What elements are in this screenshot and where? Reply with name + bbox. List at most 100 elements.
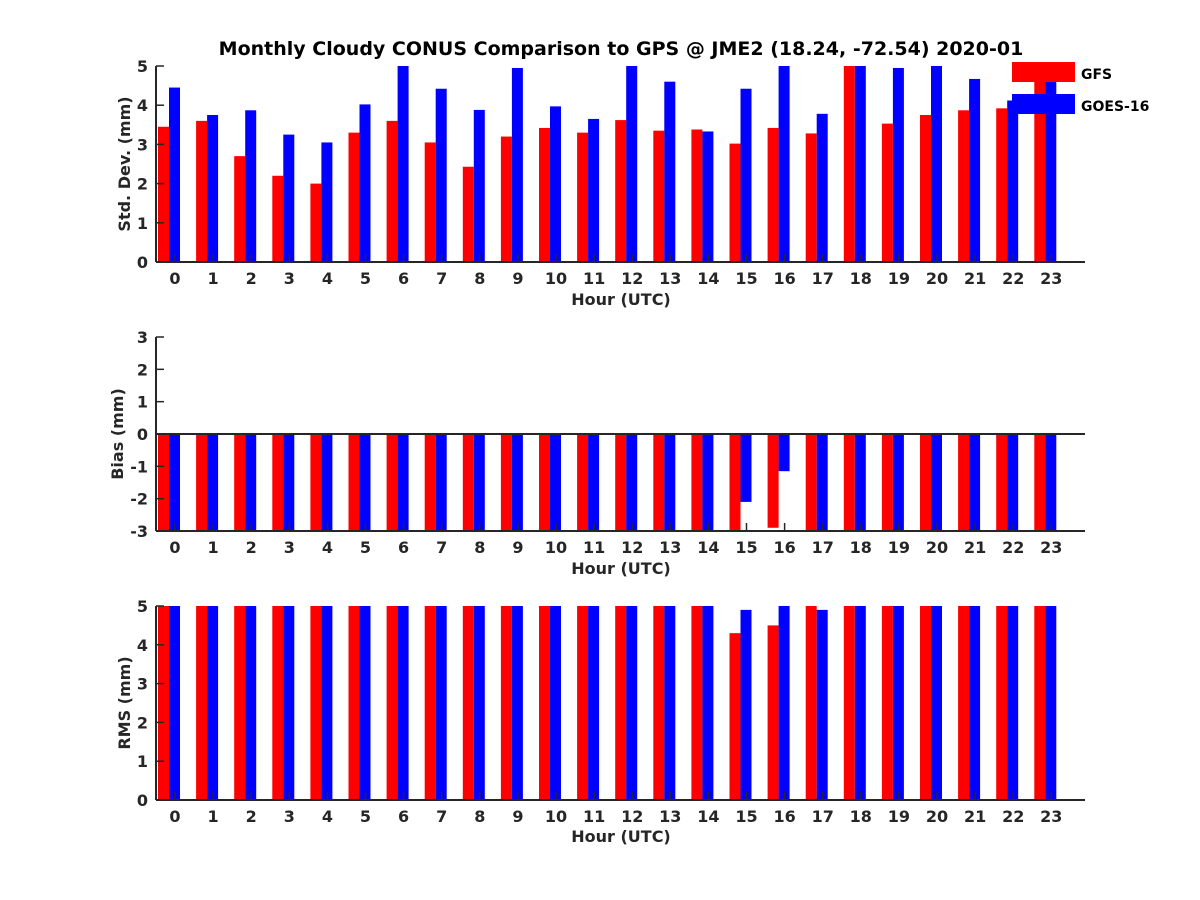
std-dev-x-tick-label: 22 bbox=[1002, 269, 1024, 288]
bias-bar-goes16-21 bbox=[969, 434, 981, 531]
rms-x-tick-label: 13 bbox=[659, 807, 681, 826]
rms-x-tick-label: 19 bbox=[888, 807, 910, 826]
bias-x-tick-label: 18 bbox=[850, 538, 872, 557]
std-dev-bars bbox=[158, 66, 1057, 263]
rms-y-tick-label: 3 bbox=[137, 675, 148, 694]
std-dev-bar-gfs-20 bbox=[920, 115, 931, 262]
std-dev-x-tick-label: 14 bbox=[697, 269, 719, 288]
std-dev-bar-gfs-6 bbox=[386, 120, 398, 262]
rms-bar-gfs-7 bbox=[424, 606, 436, 800]
std-dev-bar-goes16-4 bbox=[321, 142, 333, 262]
std-dev-bar-gfs-15 bbox=[729, 143, 741, 262]
bias-bar-goes16-11 bbox=[588, 434, 600, 531]
rms-bar-gfs-3 bbox=[272, 606, 284, 800]
rms-bar-gfs-21 bbox=[958, 606, 970, 800]
bias-x-tick-label: 9 bbox=[512, 538, 523, 557]
rms-bar-gfs-19 bbox=[881, 606, 893, 800]
bias-bar-gfs-18 bbox=[843, 434, 855, 531]
bias-y-tick-label: 1 bbox=[137, 393, 148, 412]
std-dev-bar-goes16-23 bbox=[1045, 77, 1057, 262]
rms-bar-goes16-23 bbox=[1045, 606, 1057, 800]
bias-bar-gfs-12 bbox=[615, 434, 627, 531]
bias-bar-gfs-14 bbox=[691, 434, 703, 531]
rms-bar-gfs-2 bbox=[234, 606, 246, 800]
bias-x-tick-label: 20 bbox=[926, 538, 948, 557]
std-dev-x-tick-label: 7 bbox=[436, 269, 447, 288]
rms-bar-goes16-13 bbox=[664, 606, 676, 800]
rms-bar-goes16-21 bbox=[969, 606, 981, 800]
std-dev-bar-goes16-1 bbox=[207, 115, 219, 262]
std-dev-bar-gfs-12 bbox=[615, 120, 627, 262]
bias-bar-gfs-8 bbox=[462, 434, 474, 531]
rms-y-tick-label: 1 bbox=[137, 752, 148, 771]
rms-bar-gfs-5 bbox=[348, 606, 360, 800]
rms-bar-goes16-3 bbox=[283, 606, 295, 800]
std-dev-bar-goes16-9 bbox=[511, 67, 523, 263]
bias-x-tick-label: 4 bbox=[322, 538, 333, 557]
std-dev-bar-gfs-2 bbox=[234, 156, 246, 262]
rms-bar-goes16-6 bbox=[397, 606, 409, 800]
bias-bar-goes16-23 bbox=[1045, 434, 1057, 531]
rms-x-tick-label: 9 bbox=[512, 807, 523, 826]
bias-bar-gfs-0 bbox=[158, 434, 169, 531]
bias-bar-goes16-4 bbox=[321, 434, 333, 531]
rms-bar-gfs-6 bbox=[386, 606, 398, 800]
std-dev-x-tick-label: 13 bbox=[659, 269, 681, 288]
rms-bar-goes16-7 bbox=[435, 606, 447, 800]
rms-x-tick-label: 2 bbox=[246, 807, 257, 826]
std-dev-bar-gfs-14 bbox=[691, 129, 703, 262]
bias-y-tick-label: 0 bbox=[137, 425, 148, 444]
std-dev-x-tick-label: 4 bbox=[322, 269, 333, 288]
bias-bar-gfs-2 bbox=[234, 434, 246, 531]
bias-bar-goes16-16 bbox=[778, 434, 790, 472]
rms-bar-gfs-8 bbox=[462, 606, 474, 800]
rms-bar-goes16-5 bbox=[359, 606, 371, 800]
legend: GFS GOES-16 bbox=[1012, 62, 1149, 115]
bias-bar-gfs-9 bbox=[500, 434, 512, 531]
rms-bar-gfs-10 bbox=[539, 606, 550, 800]
std-dev-y-tick-label: 5 bbox=[137, 57, 148, 76]
rms-bar-goes16-12 bbox=[626, 606, 638, 800]
bias-x-tick-label: 10 bbox=[545, 538, 567, 557]
bias-x-tick-label: 23 bbox=[1040, 538, 1062, 557]
std-dev-bar-gfs-5 bbox=[348, 132, 360, 262]
bias-bar-goes16-0 bbox=[169, 434, 180, 531]
std-dev-bar-goes16-16 bbox=[778, 66, 790, 262]
std-dev-bar-gfs-8 bbox=[462, 166, 474, 262]
std-dev-x-tick-label: 16 bbox=[773, 269, 795, 288]
std-dev-y-tick-label: 2 bbox=[137, 175, 148, 194]
rms-bar-gfs-17 bbox=[805, 606, 817, 800]
bias-bar-goes16-18 bbox=[854, 434, 866, 531]
bias-y-tick-label: -2 bbox=[130, 490, 148, 509]
bias-bar-goes16-17 bbox=[816, 434, 828, 531]
bias-bar-goes16-8 bbox=[473, 434, 485, 531]
rms-bar-gfs-11 bbox=[577, 606, 589, 800]
rms-bar-goes16-20 bbox=[931, 606, 942, 800]
bias-bar-goes16-19 bbox=[892, 434, 904, 531]
rms-bar-gfs-1 bbox=[196, 606, 208, 800]
std-dev-bar-gfs-0 bbox=[158, 126, 169, 262]
rms-x-tick-label: 20 bbox=[926, 807, 948, 826]
std-dev-x-tick-label: 19 bbox=[888, 269, 910, 288]
std-dev-x-tick-label: 10 bbox=[545, 269, 567, 288]
std-dev-x-tick-label: 20 bbox=[926, 269, 948, 288]
rms-x-tick-label: 14 bbox=[697, 807, 719, 826]
bias-x-tick-label: 21 bbox=[964, 538, 986, 557]
rms-x-tick-label: 8 bbox=[474, 807, 485, 826]
rms-x-tick-label: 4 bbox=[322, 807, 333, 826]
bias-x-tick-label: 11 bbox=[583, 538, 605, 557]
bias-bar-goes16-10 bbox=[550, 434, 561, 531]
bias-bar-gfs-21 bbox=[958, 434, 970, 531]
std-dev-x-tick-label: 11 bbox=[583, 269, 605, 288]
bias-bar-gfs-19 bbox=[881, 434, 893, 531]
rms-bar-goes16-1 bbox=[207, 606, 219, 800]
std-dev-y-tick-label: 1 bbox=[137, 214, 148, 233]
rms-bar-goes16-10 bbox=[550, 606, 561, 800]
std-dev-y-tick-label: 3 bbox=[137, 135, 148, 154]
rms-bar-gfs-9 bbox=[500, 606, 512, 800]
rms-x-tick-label: 1 bbox=[208, 807, 219, 826]
bias-y-tick-label: -1 bbox=[130, 457, 148, 476]
std-dev-x-tick-label: 18 bbox=[850, 269, 872, 288]
